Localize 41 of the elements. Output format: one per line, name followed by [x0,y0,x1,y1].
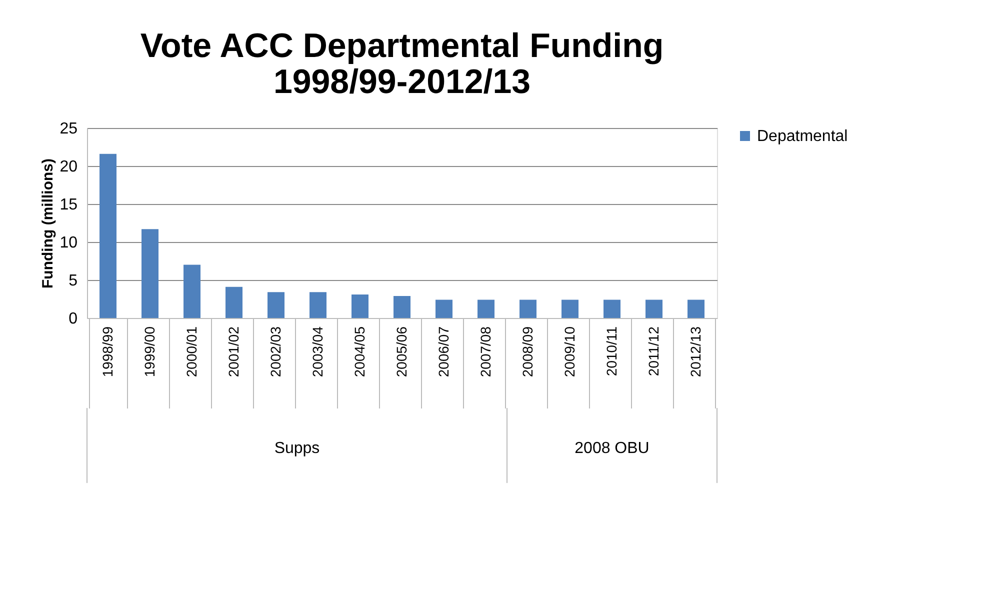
x-tick-label: 1998/99 [100,326,116,378]
x-tick-label: 2006/07 [436,326,452,378]
bar [310,292,326,318]
chart-title: Vote ACC Departmental Funding 1998/99-2012/13 [140,27,664,101]
bar [604,300,620,318]
bar [352,294,368,318]
bar [226,286,242,318]
x-tick-label: 2010/11 [604,326,620,376]
x-tick-label: 2004/05 [352,326,368,378]
bar [562,300,578,318]
x-tick-label: 2011/12 [646,326,662,376]
text: 2008 OBU [574,440,650,457]
x-tick-label: 2008/09 [520,326,536,378]
bar [394,296,410,318]
x-tick-label: 1999/00 [142,326,158,378]
y-tick-label: 25 [60,120,78,138]
bar [100,154,116,318]
x-tick-label: 2000/01 [184,326,200,378]
y-tick-label: 5 [68,272,78,290]
x-tick-label: 2012/13 [688,326,704,378]
y-tick-label: 10 [60,234,78,252]
x-tick-label: 2003/04 [310,326,326,378]
x-tick-label: 2005/06 [394,326,410,378]
bar [184,264,200,318]
x-tick-label: 2009/10 [562,326,578,378]
bar [436,300,452,318]
bar [646,300,662,318]
bar [268,292,284,318]
x-tick-label: 2007/08 [478,326,494,378]
legend-label: Depatmental [757,128,848,145]
x-tick-label: 2001/02 [226,326,242,378]
bar [142,229,158,318]
y-tick-label: 20 [60,158,78,176]
x-tick-label: 2002/03 [268,326,284,378]
bar [520,300,536,318]
y-axis-title: Funding (millions) [40,158,57,288]
text: Supps [274,440,320,457]
bar [688,300,704,318]
y-tick-label: 15 [60,196,78,214]
bar [478,300,494,318]
y-tick-label: 0 [68,310,78,328]
